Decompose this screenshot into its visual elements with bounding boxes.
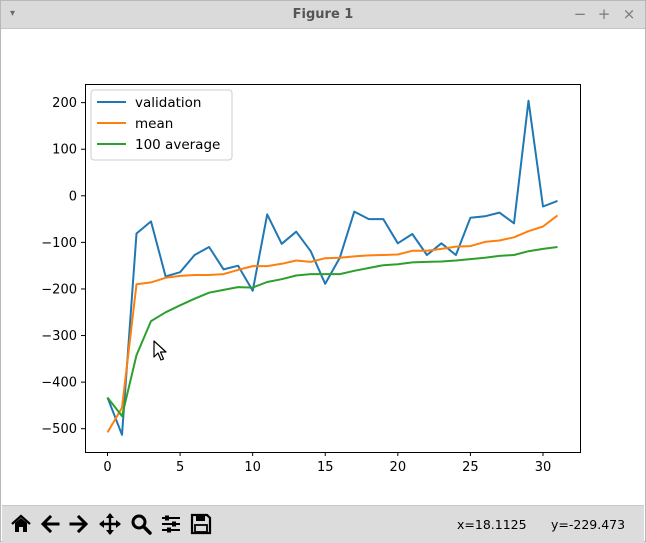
pan-button[interactable] [97,511,123,537]
series-line-validation [106,99,558,436]
y-tick-label: −200 [41,282,77,297]
line-chart: 0 5 10 15 20 25 30 200 100 0 −100 −200 −300 −400 −500… [41,84,581,475]
figure-canvas[interactable]: 0 5 10 15 20 25 30 200 100 0 −100 −200 −300 −400 −500… [2,29,644,505]
close-icon[interactable]: × [622,5,636,23]
x-tick-label: 15 [317,460,334,475]
window-title: Figure 1 [292,7,354,22]
window-menu-icon[interactable]: ▾ [10,8,16,19]
home-icon [11,514,31,532]
y-tick-label: 200 [52,96,77,111]
forward-arrow-icon [69,514,89,534]
x-tick-label: 0 [103,460,111,475]
zoom-magnifier-icon [131,514,152,535]
configure-subplots-icon [162,515,180,533]
x-tick-label: 10 [244,460,261,475]
minimize-icon[interactable]: − [573,5,587,23]
y-tick-label: −100 [41,236,77,251]
home-button[interactable] [8,511,34,537]
series-line-100-average [106,246,558,418]
legend-label: 100 average [135,137,220,153]
y-tick-label: −400 [41,376,77,391]
axes-frame [85,84,581,453]
y-axis: 200 100 0 −100 −200 −300 −400 −500 [41,96,85,437]
x-coordinate-readout: x=18.1125 [457,517,527,532]
zoom-button[interactable] [128,511,154,537]
x-tick-label: 20 [390,460,407,475]
y-tick-label: 100 [52,143,77,158]
pan-move-icon [99,513,121,535]
legend-label: validation [135,95,201,111]
legend-box [90,89,233,161]
y-tick-label: −500 [41,422,77,437]
legend-label: mean [135,116,173,132]
y-tick-label: −300 [41,329,77,344]
save-button[interactable] [188,511,214,537]
x-tick-label: 25 [462,460,479,475]
x-tick-label: 30 [535,460,552,475]
y-coordinate-readout: y=-229.473 [551,517,626,532]
mouse-pointer-icon [153,340,167,361]
title-bar[interactable]: ▾ Figure 1 − + × [1,1,645,29]
forward-button[interactable] [66,511,92,537]
maximize-icon[interactable]: + [597,5,611,23]
navigation-toolbar: x=18.1125 y=-229.473 [2,505,644,543]
back-arrow-icon [40,514,60,534]
series-layer [106,99,559,436]
y-tick-label: 0 [69,189,77,204]
x-tick-label: 5 [176,460,184,475]
back-button[interactable] [37,511,63,537]
x-axis: 0 5 10 15 20 25 30 [103,452,551,475]
configure-subplots-button[interactable] [158,511,184,537]
series-line-mean [106,214,559,433]
legend: validation mean 100 average [90,89,233,161]
save-floppy-icon [190,513,212,535]
